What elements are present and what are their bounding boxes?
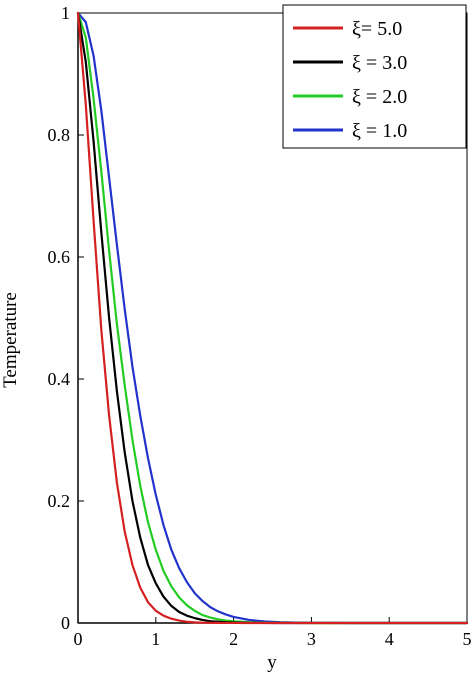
- legend-items: ξ= 5.0 ξ = 3.0 ξ = 2.0 ξ = 1.0: [293, 18, 407, 142]
- legend-label-2: ξ = 2.0: [352, 86, 407, 108]
- legend-label-3: ξ = 1.0: [352, 120, 407, 142]
- x-tick-label: 4: [385, 629, 394, 649]
- y-tick-label: 0.8: [48, 125, 71, 145]
- x-tick-label: 1: [151, 629, 160, 649]
- legend-label-1: ξ = 3.0: [352, 52, 407, 74]
- y-tick-label: 0.6: [48, 247, 71, 267]
- series-lines: [76, 11, 469, 625]
- y-axis-ticks: 0 0.2 0.4 0.6 0.8 1: [48, 3, 84, 633]
- x-tick-label: 5: [463, 629, 472, 649]
- legend: ξ= 5.0 ξ = 3.0 ξ = 2.0 ξ = 1.0: [282, 4, 467, 149]
- x-tick-label: 3: [307, 629, 316, 649]
- y-axis-title: Temperature: [0, 292, 21, 388]
- series-line-0: [76, 11, 469, 625]
- legend-label-0: ξ= 5.0: [352, 18, 402, 40]
- x-tick-label: 2: [229, 629, 238, 649]
- x-axis-title: y: [267, 652, 277, 673]
- y-tick-label: 0: [61, 613, 70, 633]
- x-tick-label: 0: [74, 629, 83, 649]
- y-tick-label: 1: [61, 3, 70, 23]
- y-tick-label: 0.2: [48, 491, 71, 511]
- y-tick-label: 0.4: [48, 369, 71, 389]
